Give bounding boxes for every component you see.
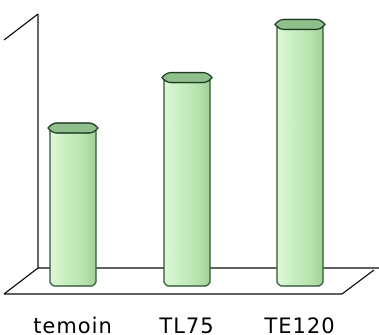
bar-body-te120 (276, 23, 324, 287)
tick-label-te120: TE120 (263, 314, 335, 335)
bar-temoin (47, 122, 99, 287)
floor-right-edge (341, 269, 375, 295)
tick-label-temoin: temoin (33, 314, 113, 335)
bars-group (47, 18, 326, 287)
x-tick-labels: temoin TL75 TE120 (33, 314, 335, 335)
bar-te120 (274, 18, 326, 287)
bar-tl75 (161, 71, 213, 287)
bar-cap-te120 (274, 18, 326, 31)
bar-cap-temoin (47, 122, 99, 134)
bar-body-temoin (49, 127, 97, 287)
bar-body-tl75 (163, 76, 211, 287)
tick-label-tl75: TL75 (158, 314, 214, 335)
bar-cap-tl75 (161, 71, 213, 84)
side-wall-top-edge (3, 13, 39, 41)
floor-left-edge (3, 267, 39, 295)
